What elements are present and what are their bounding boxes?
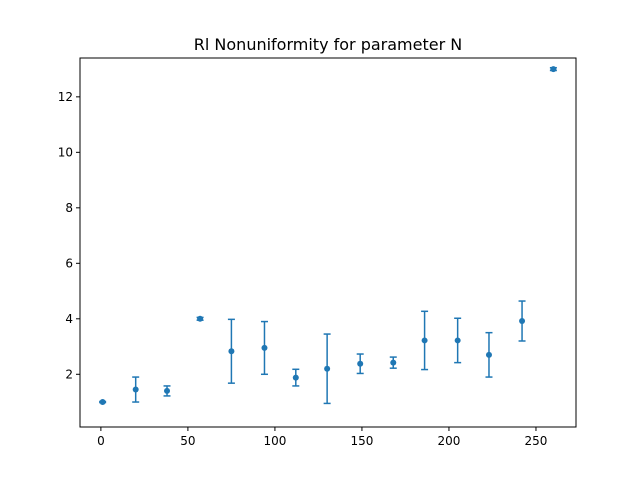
- data-point: [550, 66, 557, 73]
- data-point: [390, 359, 397, 366]
- x-tick-label: 50: [180, 434, 195, 448]
- x-tick-label: 0: [97, 434, 105, 448]
- data-point: [228, 348, 235, 355]
- y-tick-label: 2: [65, 367, 73, 381]
- x-tick-label: 250: [525, 434, 548, 448]
- y-tick-label: 6: [65, 256, 73, 270]
- y-tick-label: 8: [65, 201, 73, 215]
- data-point: [324, 365, 331, 372]
- y-tick-label: 12: [58, 90, 73, 104]
- data-point: [519, 318, 526, 325]
- axis-ticks: 0 50 100 150 200 250 2 4 6 8 10 12: [58, 90, 548, 448]
- data-point: [132, 386, 139, 393]
- data-point: [357, 360, 364, 367]
- y-tick-label: 10: [58, 145, 73, 159]
- data-point: [164, 387, 171, 394]
- data-point: [197, 315, 204, 322]
- data-point: [454, 337, 461, 344]
- chart-title: Rl Nonuniformity for parameter N: [194, 35, 462, 54]
- plot-frame: [79, 57, 577, 428]
- data-point: [261, 344, 268, 351]
- data-point: [292, 374, 299, 381]
- data-point: [485, 351, 492, 358]
- data-point: [99, 399, 106, 406]
- x-tick-label: 100: [263, 434, 286, 448]
- x-tick-label: 150: [350, 434, 373, 448]
- data-point: [421, 337, 428, 344]
- y-tick-label: 4: [65, 312, 73, 326]
- error-bar-series: [99, 66, 557, 406]
- x-tick-label: 200: [438, 434, 461, 448]
